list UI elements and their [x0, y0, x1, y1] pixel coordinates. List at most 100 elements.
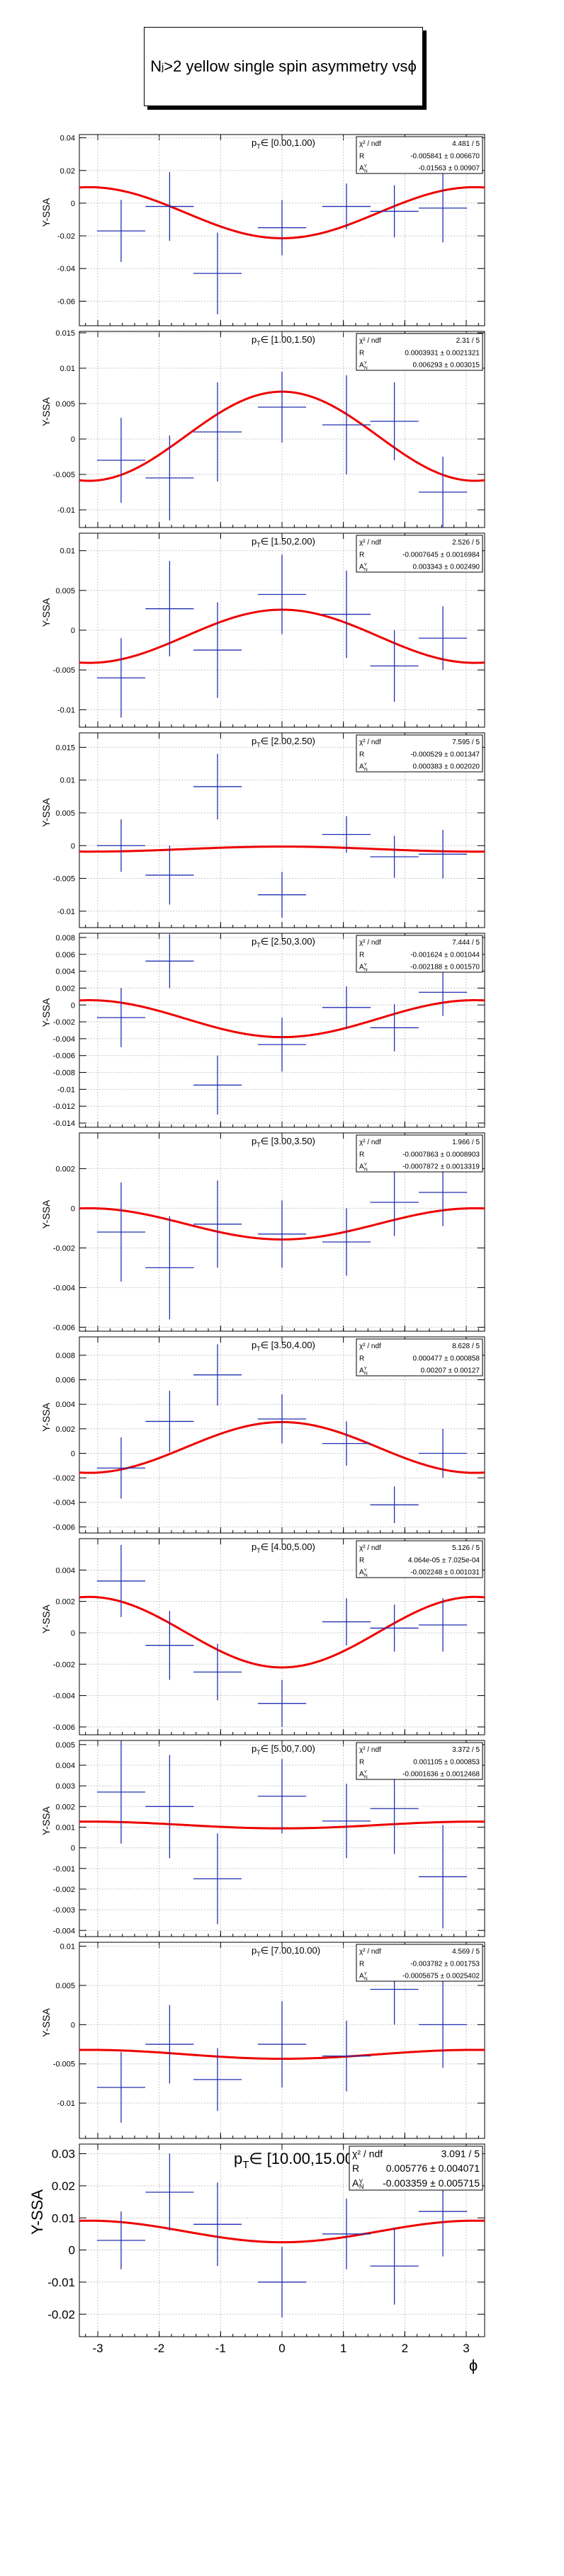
y-tick-label: 0.02 [52, 2179, 75, 2193]
panel-title: pT∈ [0.00,1.00) [252, 137, 315, 150]
stats-label: AY N [359, 164, 368, 174]
stats-label: χ² / ndf [359, 539, 381, 547]
y-tick-label: 0.04 [60, 135, 75, 143]
y-tick-label: -0.01 [57, 2099, 75, 2108]
y-axis-label: Y-SSA [40, 1199, 52, 1229]
stats-label: AY N [359, 1568, 368, 1578]
y-axis-label: Y-SSA [40, 397, 52, 426]
stats-label: R [359, 1960, 364, 1968]
stats-value: 7.444 / 5 [452, 939, 480, 947]
stats-value: 2.31 / 5 [456, 337, 480, 345]
title-phi: ϕ [407, 57, 417, 75]
y-tick-label: 0.02 [60, 167, 75, 176]
y-tick-label: -0.006 [53, 1523, 75, 1532]
stats-value: -0.003782 ± 0.001753 [410, 1960, 480, 1968]
fit-curve [79, 1595, 485, 1669]
stats-box-frame [356, 1540, 483, 1578]
y-tick-label: 0.006 [55, 951, 75, 959]
y-axis-label: Y-SSA [40, 1806, 52, 1835]
y-tick-label: 0.008 [55, 934, 75, 942]
y-tick-label: 0.002 [55, 1165, 75, 1173]
stats-value: 4.481 / 5 [452, 140, 480, 148]
y-tick-label: 0.01 [60, 365, 75, 373]
chart-panel-1: -0.01 -0.005 0 0.005 0.01 0.015 Y-SSA pT∈ [1.00… [40, 329, 485, 528]
stats-label: χ² / ndf [359, 140, 381, 148]
y-tick-label: 0 [71, 842, 75, 850]
x-tick-label: 2 [402, 2342, 408, 2355]
chart-panel-9: -0.01 -0.005 0 0.005 0.01 Y-SSA pT∈ [7.00,10.0… [40, 1942, 485, 2139]
y-tick-label: 0 [71, 200, 75, 208]
stats-label: χ² / ndf [359, 739, 381, 746]
y-tick-label: 0.01 [60, 777, 75, 785]
stats-value: 3.091 / 5 [441, 2148, 480, 2160]
stats-label: χ² / ndf [359, 337, 381, 345]
panel-title: pT∈ [1.00,1.50) [252, 334, 315, 347]
stats-label: R [359, 551, 364, 559]
x-tick-label: 1 [340, 2342, 346, 2355]
y-tick-label: 0.005 [55, 587, 75, 595]
stats-box: χ² / ndf 4.569 / 5 R -0.003782 ± 0.001753 AY… [356, 1944, 483, 1982]
y-tick-label: 0.002 [55, 1598, 75, 1607]
stats-label: AY N [359, 1163, 368, 1173]
stats-label: R [352, 2162, 359, 2174]
y-tick-label: 0.001 [55, 1823, 75, 1832]
stats-label: χ² / ndf [359, 1343, 381, 1350]
y-tick-label: 0 [71, 1001, 75, 1010]
y-tick-label: -0.012 [53, 1102, 75, 1111]
stats-value: 2.526 / 5 [452, 539, 480, 547]
stats-value: -0.0007872 ± 0.0013319 [402, 1163, 480, 1171]
chart-panel-0: -0.06 -0.04 -0.02 0 0.02 0.04 Y-SSA pT∈ [0.00,1… [40, 134, 485, 326]
stats-box-frame [356, 1944, 483, 1982]
y-tick-label: 0.005 [55, 1982, 75, 1990]
y-tick-label: -0.003 [53, 1906, 75, 1915]
y-tick-label: -0.004 [53, 1499, 75, 1508]
y-tick-label: -0.002 [53, 1018, 75, 1027]
chart-panel-6: -0.006 -0.004 -0.002 0 0.002 0.004 0.006 0.008 Y… [40, 1336, 485, 1534]
y-tick-label: -0.006 [53, 1723, 75, 1732]
stats-value: 0.00207 ± 0.00127 [421, 1367, 480, 1375]
y-tick-label: 0.005 [55, 809, 75, 818]
stats-box-frame [356, 1742, 483, 1780]
y-tick-label: 0.004 [55, 1762, 75, 1770]
stats-box-frame [356, 333, 483, 371]
y-tick-label: -0.01 [47, 2276, 75, 2289]
title-prefix: N [150, 57, 162, 75]
panel-title: pT∈ [2.50,3.00) [252, 936, 315, 949]
y-tick-label: -0.002 [53, 1244, 75, 1253]
stats-box-frame [356, 1134, 483, 1173]
stats-label: AY N [352, 2177, 363, 2190]
stats-value: -0.000529 ± 0.001347 [410, 751, 480, 758]
y-tick-label: -0.004 [53, 1284, 75, 1292]
chart-panel-10: -0.02 -0.01 0 0.01 0.02 0.03 Y-SSA pT∈ [10.00,1… [28, 2143, 485, 2337]
panel-title: pT∈ [3.50,4.00) [252, 1340, 315, 1352]
stats-label: χ² / ndf [359, 939, 381, 947]
stats-label: AY N [359, 1367, 368, 1377]
stats-value: -0.001624 ± 0.001044 [410, 951, 480, 959]
y-tick-label: 0.004 [55, 1401, 75, 1409]
y-tick-label: 0.005 [55, 1741, 75, 1750]
stats-value: -0.0005675 ± 0.0025402 [402, 1973, 480, 1981]
y-tick-label: -0.002 [53, 1474, 75, 1483]
chart-panel-5: -0.006 -0.004 -0.002 0 0.002 Y-SSA pT∈ [3.00,3… [40, 1132, 485, 1332]
y-tick-label: -0.04 [57, 265, 75, 273]
stats-box: χ² / ndf 7.595 / 5 R -0.000529 ± 0.001347 AY… [356, 734, 483, 773]
x-axis-label: ϕ [469, 2356, 478, 2374]
y-tick-label: 0 [71, 435, 75, 444]
y-tick-label: 0.004 [55, 968, 75, 976]
stats-box: χ² / ndf 8.628 / 5 R 0.000477 ± 0.000858 AY N… [356, 1338, 483, 1377]
y-tick-label: 0.003 [55, 1782, 75, 1791]
y-tick-label: -0.006 [53, 1323, 75, 1332]
stats-value: 5.126 / 5 [452, 1544, 480, 1552]
stats-value: 0.0003931 ± 0.0021321 [405, 349, 480, 357]
y-tick-label: 0 [71, 1204, 75, 1213]
y-tick-label: -0.01 [57, 908, 75, 916]
y-axis-label: Y-SSA [40, 1402, 52, 1431]
stats-label: R [359, 1556, 364, 1564]
stats-box: χ² / ndf 5.126 / 5 R 4.064e-05 ± 7.025e-04 A… [356, 1540, 483, 1578]
stats-box-frame [356, 935, 483, 973]
y-axis-label: Y-SSA [40, 598, 52, 627]
stats-box: χ² / ndf 3.372 / 5 R 0.001105 ± 0.000853 AY N… [356, 1742, 483, 1780]
stats-label: χ² / ndf [359, 1139, 381, 1146]
stats-value: 4.569 / 5 [452, 1948, 480, 1956]
